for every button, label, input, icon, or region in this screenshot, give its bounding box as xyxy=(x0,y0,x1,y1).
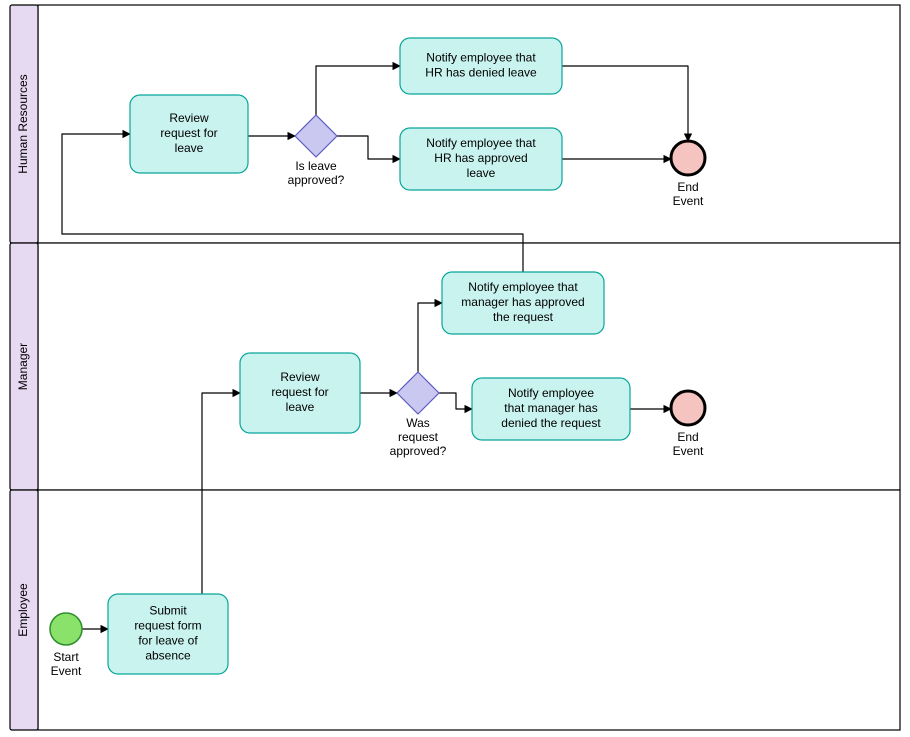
end-event-end_mgr xyxy=(671,391,705,425)
start-event xyxy=(50,613,82,645)
svg-text:Notify employee thatHR has den: Notify employee thatHR has denied leave xyxy=(425,51,537,80)
svg-text:Is leaveapproved?: Is leaveapproved? xyxy=(288,159,345,187)
bpmn-diagram: Human Resources Manager Employee StartEvent… xyxy=(0,0,910,737)
svg-text:Notify employeethat manager ha: Notify employeethat manager hasdenied th… xyxy=(501,386,601,430)
svg-text:StartEvent: StartEvent xyxy=(51,650,82,678)
lane-label: Manager xyxy=(16,343,30,390)
end-event-end_hr xyxy=(671,141,705,175)
lane-label: Employee xyxy=(16,583,30,637)
lane-label: Human Resources xyxy=(16,74,30,173)
